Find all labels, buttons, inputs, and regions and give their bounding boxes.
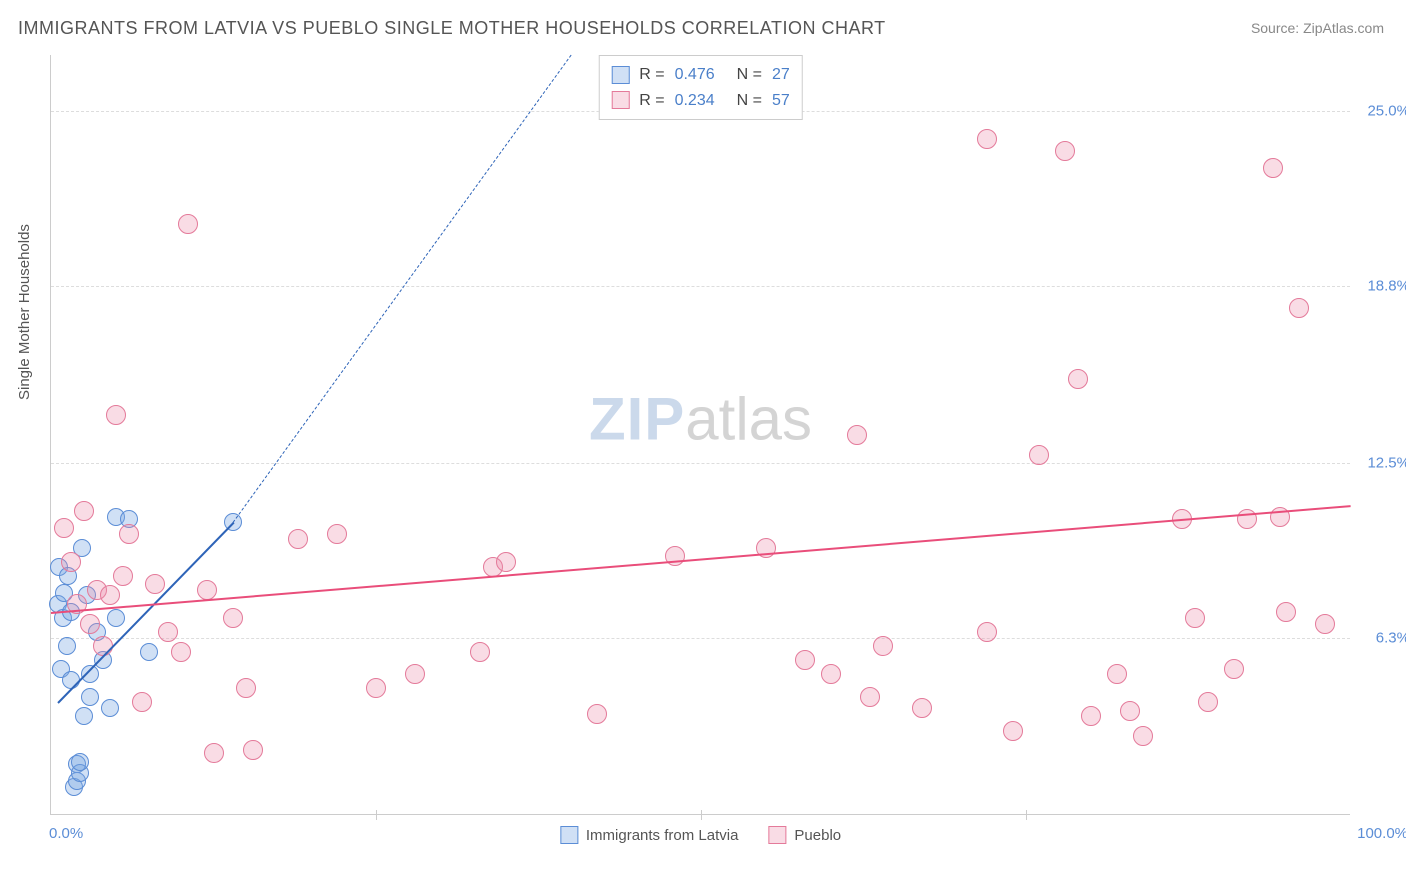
data-point-pueblo: [873, 636, 893, 656]
data-point-pueblo: [1003, 721, 1023, 741]
data-point-latvia: [75, 707, 93, 725]
data-point-pueblo: [977, 129, 997, 149]
data-point-latvia: [58, 637, 76, 655]
y-tick-label: 6.3%: [1355, 629, 1406, 646]
data-point-pueblo: [113, 566, 133, 586]
data-point-latvia: [140, 643, 158, 661]
x-tick-mark: [701, 810, 702, 820]
data-point-pueblo: [223, 608, 243, 628]
data-point-pueblo: [1198, 692, 1218, 712]
stat-r-value: 0.234: [675, 88, 715, 114]
data-point-pueblo: [119, 524, 139, 544]
swatch-icon: [560, 826, 578, 844]
data-point-pueblo: [496, 552, 516, 572]
chart-container: IMMIGRANTS FROM LATVIA VS PUEBLO SINGLE …: [0, 0, 1406, 892]
data-point-pueblo: [1276, 602, 1296, 622]
data-point-latvia: [81, 688, 99, 706]
data-point-pueblo: [1081, 706, 1101, 726]
gridline-h: [51, 638, 1350, 639]
swatch-icon: [611, 66, 629, 84]
data-point-latvia: [62, 671, 80, 689]
x-tick-mark: [376, 810, 377, 820]
data-point-pueblo: [171, 642, 191, 662]
data-point-pueblo: [977, 622, 997, 642]
data-point-pueblo: [145, 574, 165, 594]
data-point-pueblo: [1055, 141, 1075, 161]
data-point-pueblo: [1133, 726, 1153, 746]
swatch-icon: [768, 826, 786, 844]
x-tick-mark: [1026, 810, 1027, 820]
data-point-pueblo: [54, 518, 74, 538]
data-point-pueblo: [470, 642, 490, 662]
data-point-pueblo: [100, 585, 120, 605]
y-tick-label: 12.5%: [1355, 455, 1406, 472]
data-point-pueblo: [1185, 608, 1205, 628]
data-point-pueblo: [236, 678, 256, 698]
data-point-pueblo: [80, 614, 100, 634]
data-point-latvia: [101, 699, 119, 717]
data-point-pueblo: [795, 650, 815, 670]
gridline-h: [51, 463, 1350, 464]
legend-item-latvia: Immigrants from Latvia: [560, 826, 739, 844]
data-point-pueblo: [366, 678, 386, 698]
data-point-pueblo: [93, 636, 113, 656]
plot-area: ZIPatlas 6.3%12.5%18.8%25.0%0.0%100.0%R …: [50, 55, 1350, 815]
trend-line: [51, 505, 1351, 614]
legend-item-pueblo: Pueblo: [768, 826, 841, 844]
data-point-pueblo: [1120, 701, 1140, 721]
data-point-pueblo: [197, 580, 217, 600]
stat-n-label: N =: [737, 62, 762, 88]
source-label: Source: ZipAtlas.com: [1251, 20, 1384, 36]
x-tick-label: 100.0%: [1357, 825, 1406, 842]
data-point-pueblo: [132, 692, 152, 712]
y-tick-label: 25.0%: [1355, 103, 1406, 120]
stat-r-label: R =: [639, 88, 664, 114]
data-point-pueblo: [204, 743, 224, 763]
data-point-pueblo: [243, 740, 263, 760]
data-point-pueblo: [587, 704, 607, 724]
data-point-pueblo: [1289, 298, 1309, 318]
data-point-pueblo: [847, 425, 867, 445]
data-point-pueblo: [74, 501, 94, 521]
y-axis-label: Single Mother Households: [16, 224, 33, 400]
legend-label: Immigrants from Latvia: [586, 827, 739, 844]
stat-n-value: 27: [772, 62, 790, 88]
data-point-pueblo: [1068, 369, 1088, 389]
stats-row-latvia: R = 0.476 N = 27: [611, 62, 790, 88]
swatch-icon: [611, 91, 629, 109]
stat-n-label: N =: [737, 88, 762, 114]
data-point-pueblo: [821, 664, 841, 684]
stat-r-value: 0.476: [675, 62, 715, 88]
data-point-pueblo: [1107, 664, 1127, 684]
y-tick-label: 18.8%: [1355, 277, 1406, 294]
stats-row-pueblo: R = 0.234 N = 57: [611, 88, 790, 114]
stat-r-label: R =: [639, 62, 664, 88]
data-point-pueblo: [405, 664, 425, 684]
data-point-pueblo: [61, 552, 81, 572]
stat-n-value: 57: [772, 88, 790, 114]
watermark: ZIPatlas: [589, 385, 812, 454]
trend-line: [233, 55, 572, 523]
chart-title: IMMIGRANTS FROM LATVIA VS PUEBLO SINGLE …: [18, 18, 886, 39]
gridline-h: [51, 286, 1350, 287]
data-point-pueblo: [1224, 659, 1244, 679]
data-point-pueblo: [327, 524, 347, 544]
watermark-rest: atlas: [685, 386, 812, 453]
watermark-bold: ZIP: [589, 386, 685, 453]
data-point-pueblo: [178, 214, 198, 234]
legend-label: Pueblo: [794, 827, 841, 844]
data-point-pueblo: [1315, 614, 1335, 634]
legend: Immigrants from Latvia Pueblo: [560, 826, 841, 844]
data-point-pueblo: [912, 698, 932, 718]
data-point-latvia: [71, 753, 89, 771]
data-point-pueblo: [1029, 445, 1049, 465]
x-tick-label: 0.0%: [49, 825, 83, 842]
data-point-latvia: [107, 609, 125, 627]
data-point-pueblo: [158, 622, 178, 642]
stats-box: R = 0.476 N = 27 R = 0.234 N = 57: [598, 55, 803, 120]
data-point-pueblo: [1263, 158, 1283, 178]
data-point-pueblo: [106, 405, 126, 425]
data-point-pueblo: [860, 687, 880, 707]
data-point-pueblo: [288, 529, 308, 549]
